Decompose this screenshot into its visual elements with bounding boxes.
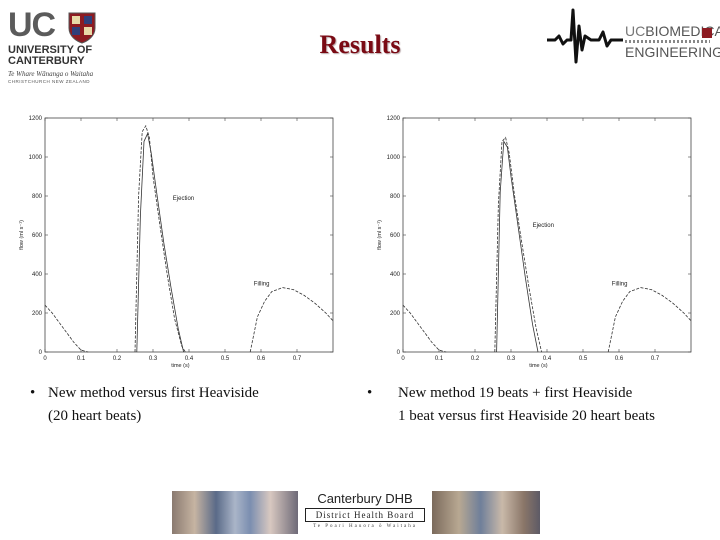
x-tick-label: 0.3 xyxy=(149,356,158,362)
x-tick-label: 0.5 xyxy=(579,356,588,362)
x-axis-label: time (s) xyxy=(171,363,190,368)
biomedical-label: BIOMEDICAL xyxy=(645,23,720,39)
y-tick-label: 800 xyxy=(32,194,43,200)
x-tick-label: 0.7 xyxy=(651,356,660,362)
y-tick-label: 400 xyxy=(390,272,401,278)
series-line-3 xyxy=(249,287,334,353)
biomedical-line: UCBIOMEDICAL xyxy=(625,23,720,39)
university-logo-mark: UC xyxy=(8,6,56,44)
series-line-2 xyxy=(136,132,184,353)
x-tick-label: 0.7 xyxy=(293,356,302,362)
y-tick-label: 200 xyxy=(390,311,401,317)
y-tick-label: 1000 xyxy=(387,155,401,161)
x-tick-label: 0.2 xyxy=(471,356,480,362)
bullet-left-line1: New method versus first Heaviside xyxy=(48,385,259,401)
annotation-ejection: Ejection xyxy=(533,223,554,229)
bullet-right-line2: 1 beat versus first Heaviside 20 heart b… xyxy=(398,408,655,424)
y-tick-label: 600 xyxy=(32,233,43,239)
canterbury-dhb-logo: Canterbury DHB District Health Board Te … xyxy=(304,491,426,534)
university-name-line2: CANTERBURY xyxy=(8,55,85,67)
dhb-maori-name: Te Poari Hauora ō Waitaha xyxy=(313,524,417,529)
y-tick-label: 800 xyxy=(390,194,401,200)
x-tick-label: 0.6 xyxy=(615,356,624,362)
y-tick-label: 0 xyxy=(39,350,43,356)
series-line-1 xyxy=(494,136,542,353)
series-line-0 xyxy=(44,304,89,353)
university-logo: UC UNIVERSITY OF CANTERBURY Te Whare Wān… xyxy=(8,8,106,90)
series-line-0 xyxy=(402,304,447,353)
x-tick-label: 0.1 xyxy=(435,356,444,362)
y-tick-label: 200 xyxy=(32,311,43,317)
slide-title: Results xyxy=(319,30,401,59)
bullet-dot-left: • xyxy=(30,385,36,401)
x-tick-label: 0 xyxy=(43,356,47,362)
annotation-filling: Filling xyxy=(612,282,628,288)
annotation-ejection: Ejection xyxy=(173,196,194,202)
x-tick-label: 0.4 xyxy=(185,356,194,362)
y-tick-label: 0 xyxy=(397,350,401,356)
biomedical-divider xyxy=(625,40,710,43)
flow-chart-left: 0 200 400 600 800 1000 1200 0 0.1 0.2 0.3 0.4 0.5 0.6… xyxy=(19,116,334,368)
series-line-3 xyxy=(607,287,692,353)
x-tick-label: 0.6 xyxy=(257,356,266,362)
bullet-right-text: New method 19 beats + first Heaviside 1 … xyxy=(398,382,655,428)
engineering-label: ENGINEERING xyxy=(625,44,720,60)
x-tick-label: 0.5 xyxy=(221,356,230,362)
y-tick-label: 600 xyxy=(390,233,401,239)
university-location: CHRISTCHURCH NEW ZEALAND xyxy=(8,79,91,84)
x-tick-label: 0.1 xyxy=(77,356,86,362)
university-name-line1: UNIVERSITY OF xyxy=(8,44,93,56)
dhb-bar: District Health Board xyxy=(305,508,425,522)
university-name: UNIVERSITY OF CANTERBURY xyxy=(8,45,92,67)
biomedical-engineering-logo: UCBIOMEDICAL ENGINEERING xyxy=(545,6,720,76)
series-line-2 xyxy=(496,140,539,353)
y-tick-label: 1000 xyxy=(29,155,43,161)
x-tick-label: 0.2 xyxy=(113,356,122,362)
x-tick-label: 0.3 xyxy=(507,356,516,362)
annotation-filling: Filling xyxy=(254,282,270,288)
bullet-right-line1: New method 19 beats + first Heaviside xyxy=(398,385,633,401)
y-tick-label: 400 xyxy=(32,272,43,278)
footer-photo-left xyxy=(172,491,298,534)
series-line-1 xyxy=(134,124,186,353)
university-maori-name: Te Whare Wānanga o Waitaha xyxy=(8,70,94,78)
y-tick-label: 1200 xyxy=(29,116,43,122)
bullet-left-line2: (20 heart beats) xyxy=(48,408,142,424)
y-tick-label: 1200 xyxy=(387,116,401,122)
biomedical-uc-prefix: UC xyxy=(625,23,646,39)
y-axis-label: flow (ml s⁻¹) xyxy=(377,220,383,250)
biomedical-square-icon xyxy=(702,28,712,38)
university-crest-icon xyxy=(68,12,96,44)
plot-frame xyxy=(44,117,334,353)
dhb-title: Canterbury DHB xyxy=(317,491,413,506)
x-tick-label: 0.4 xyxy=(543,356,552,362)
x-tick-label: 0 xyxy=(401,356,405,362)
x-axis-label: time (s) xyxy=(529,363,548,368)
footer-photo-right xyxy=(432,491,540,534)
ecg-waveform-icon xyxy=(547,8,623,64)
bullet-dot-right: • xyxy=(367,385,373,401)
plot-frame xyxy=(402,117,692,353)
y-axis-label: flow (ml s⁻¹) xyxy=(19,220,25,250)
flow-chart-right: 0 200 400 600 800 1000 1200 0 0.1 0.2 0.3 0.4 0.5 0.6… xyxy=(377,116,692,368)
bullet-left-text: New method versus first Heaviside (20 he… xyxy=(48,382,259,428)
